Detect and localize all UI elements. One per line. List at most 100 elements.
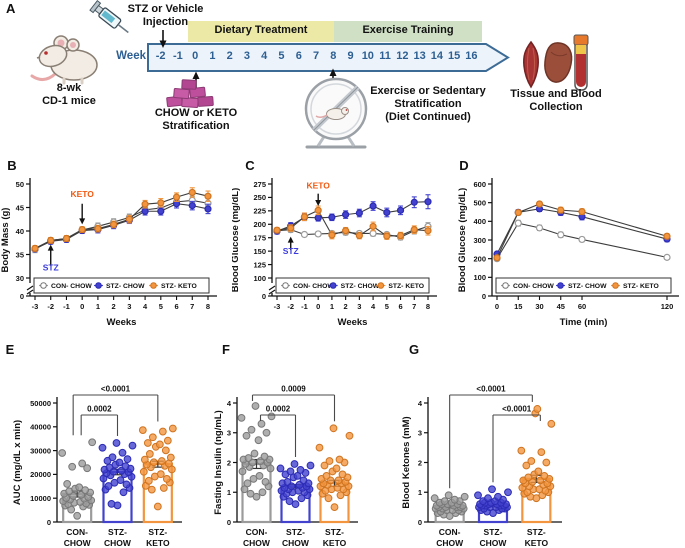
week-number: 2: [226, 50, 233, 62]
svg-text:15: 15: [514, 302, 522, 311]
svg-text:Body Mass (g): Body Mass (g): [0, 208, 11, 273]
svg-text:CON- CHOW: CON- CHOW: [51, 283, 92, 290]
week-number: 9: [347, 50, 354, 62]
svg-text:225: 225: [253, 207, 266, 216]
svg-text:45: 45: [557, 302, 565, 311]
week-number: 15: [448, 50, 461, 62]
svg-text:STZ-: STZ-: [108, 527, 127, 537]
svg-text:40000: 40000: [30, 423, 51, 432]
week-number: 7: [312, 50, 320, 62]
svg-text:120: 120: [661, 302, 674, 311]
dietary-band: [188, 21, 334, 42]
timeline-arrow: [147, 43, 510, 72]
svg-text:8: 8: [426, 302, 430, 311]
week-number: -1: [173, 50, 183, 62]
week-number: 11: [379, 50, 391, 62]
svg-text:CHOW: CHOW: [436, 538, 464, 548]
svg-text:4: 4: [143, 302, 148, 311]
svg-text:STZ-: STZ-: [325, 527, 344, 537]
svg-text:STZ- KETO: STZ- KETO: [623, 283, 659, 290]
week-number: 6: [295, 50, 302, 62]
collection-label-line1: Tissue and Blood: [510, 88, 602, 100]
svg-text:<0.0001: <0.0001: [476, 385, 506, 394]
svg-text:STZ: STZ: [283, 246, 299, 256]
svg-text:CON- CHOW: CON- CHOW: [513, 283, 554, 290]
svg-text:30: 30: [16, 274, 24, 283]
svg-text:2: 2: [112, 302, 116, 311]
svg-text:-2: -2: [287, 302, 294, 311]
svg-text:0: 0: [20, 292, 24, 301]
svg-text:-2: -2: [47, 302, 54, 311]
svg-text:1: 1: [418, 488, 422, 497]
svg-text:-1: -1: [301, 302, 308, 311]
svg-text:0: 0: [227, 518, 231, 527]
muscle-icon: [523, 40, 539, 89]
svg-text:40: 40: [16, 227, 24, 236]
svg-text:2: 2: [227, 458, 231, 467]
svg-text:1: 1: [330, 302, 334, 311]
svg-text:STZ- KETO: STZ- KETO: [388, 283, 424, 290]
exercise-band-label: Exercise Training: [362, 24, 454, 36]
svg-text:Blood Glucose (mg/dL): Blood Glucose (mg/dL): [232, 188, 241, 293]
svg-text:7: 7: [190, 302, 194, 311]
injection-arrow: [159, 30, 167, 48]
svg-text:STZ-: STZ-: [527, 527, 546, 537]
svg-text:20000: 20000: [30, 470, 51, 479]
svg-text:F: F: [222, 342, 230, 357]
svg-text:-3: -3: [32, 302, 39, 311]
svg-text:0.0009: 0.0009: [281, 385, 306, 394]
svg-text:5: 5: [159, 302, 163, 311]
panel-e-chart-auc: E 0 10000 20000 30000 40000 50000 AUC (mg/dL x …: [0, 338, 198, 548]
week-number: 5: [278, 50, 285, 62]
svg-text:STZ- CHOW: STZ- CHOW: [568, 283, 607, 290]
svg-text:45: 45: [16, 203, 24, 212]
svg-text:250: 250: [253, 193, 266, 202]
svg-text:CHOW: CHOW: [64, 538, 92, 548]
svg-text:175: 175: [253, 234, 266, 243]
svg-text:STZ- CHOW: STZ- CHOW: [106, 283, 145, 290]
svg-text:2: 2: [418, 458, 422, 467]
svg-text:KETO: KETO: [146, 538, 170, 548]
svg-text:KETO: KETO: [525, 538, 549, 548]
svg-text:CHOW: CHOW: [243, 538, 271, 548]
svg-text:30: 30: [535, 302, 543, 311]
svg-text:CHOW: CHOW: [282, 538, 310, 548]
svg-text:<0.0001: <0.0001: [101, 385, 131, 394]
svg-text:5: 5: [385, 302, 389, 311]
svg-text:3: 3: [127, 302, 131, 311]
svg-text:-1: -1: [63, 302, 70, 311]
week-number: 3: [243, 50, 251, 62]
svg-text:200: 200: [253, 220, 266, 229]
svg-text:0.0002: 0.0002: [87, 405, 112, 414]
svg-text:400: 400: [473, 217, 486, 226]
panel-c-chart-blood-glucose-weeks: C 0 100 125 150 175 200 225 250 275 Blood Glucose …: [232, 152, 446, 338]
svg-text:4: 4: [371, 302, 376, 311]
dietary-band-label: Dietary Treatment: [214, 24, 308, 36]
svg-text:E: E: [6, 342, 15, 357]
week-number: 8: [330, 50, 337, 62]
svg-text:1: 1: [227, 488, 231, 497]
running-wheel-icon: [304, 77, 368, 149]
svg-text:STZ-: STZ-: [484, 527, 503, 537]
panel-d-chart-blood-glucose-gtt: D 0 100 200 300 400 500 600 Blood Glucose (mg/dL…: [444, 152, 685, 338]
panel-a-artwork: [30, 0, 589, 149]
svg-text:0: 0: [418, 518, 422, 527]
svg-text:-3: -3: [274, 302, 281, 311]
mouse-icon: [30, 35, 98, 85]
svg-text:0: 0: [495, 302, 499, 311]
svg-text:35: 35: [16, 250, 24, 259]
svg-text:Time (min): Time (min): [560, 317, 608, 328]
week-number: 12: [396, 50, 409, 62]
svg-text:200: 200: [473, 254, 486, 263]
svg-text:6: 6: [174, 302, 178, 311]
svg-text:30000: 30000: [30, 446, 51, 455]
blood-tube-icon: [573, 34, 589, 91]
panel-f-chart-fasting-insulin: F 0 1 2 3 4 Fasting Insulin (ng/mL) CON- CHOW STZ…: [214, 338, 364, 548]
svg-text:STZ: STZ: [43, 262, 59, 272]
week-number: 14: [430, 50, 443, 62]
svg-text:100: 100: [253, 274, 266, 283]
week-number: 1: [209, 50, 216, 62]
svg-text:Blood Ketones (mM): Blood Ketones (mM): [401, 416, 412, 508]
svg-text:CON-: CON-: [246, 527, 268, 537]
